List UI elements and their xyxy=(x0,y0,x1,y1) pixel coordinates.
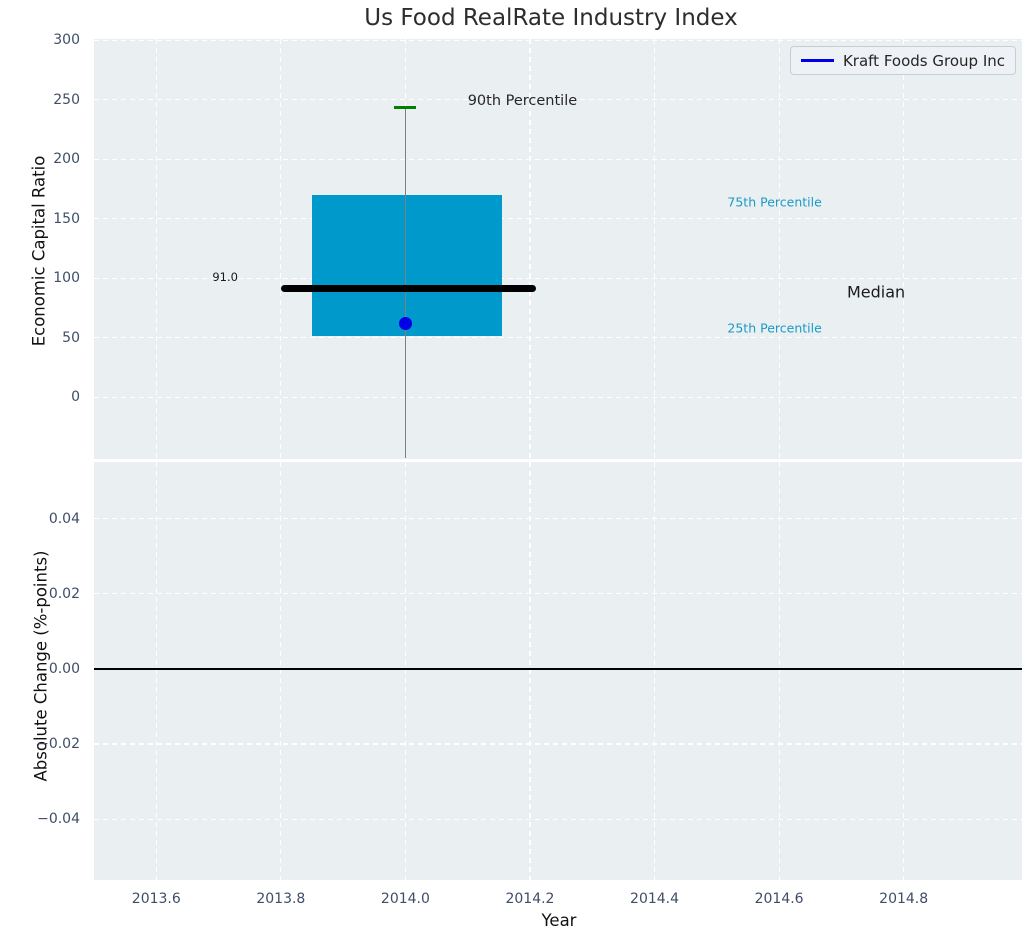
whisker-cap-90th xyxy=(394,105,417,109)
y-tick-label: −0.04 xyxy=(37,811,80,828)
whisker-line xyxy=(404,107,407,458)
top-axes: Kraft Foods Group Inc 90th Percentile 75t… xyxy=(94,39,1022,459)
annotation-91-0: 91.0 xyxy=(212,269,238,284)
gridline-h xyxy=(94,518,1022,520)
zero-line xyxy=(94,668,1022,670)
y-tick-label: 0.04 xyxy=(48,510,80,527)
y-tick-label: 200 xyxy=(53,151,80,168)
gridline-v xyxy=(404,462,406,880)
kraft-foods-marker xyxy=(398,316,412,330)
gridline-v xyxy=(529,462,531,880)
legend: Kraft Foods Group Inc xyxy=(789,46,1016,75)
gridline-h xyxy=(94,277,1022,279)
y-tick-label: 150 xyxy=(53,210,80,227)
gridline-v xyxy=(903,39,905,459)
box-rect xyxy=(311,194,502,337)
annotation-90th-percentile: 90th Percentile xyxy=(467,92,578,109)
y-tick-label: 0.00 xyxy=(48,660,80,677)
x-tick-label: 2014.4 xyxy=(630,891,680,907)
legend-label: Kraft Foods Group Inc xyxy=(842,51,1005,70)
gridline-v xyxy=(280,462,282,880)
gridline-v xyxy=(653,39,656,459)
x-tick-label: 2014.0 xyxy=(380,891,430,907)
y-tick-label: −0.02 xyxy=(37,736,80,753)
gridline-h xyxy=(94,99,1022,101)
y-tick-label: 100 xyxy=(53,270,80,287)
y-tick-label: 300 xyxy=(53,32,80,49)
gridline-h xyxy=(94,337,1022,339)
gridline-h xyxy=(94,39,1022,41)
bottom-axes xyxy=(94,462,1022,880)
x-tick-label: 2014.6 xyxy=(754,891,804,907)
gridline-h xyxy=(94,158,1022,160)
median-line xyxy=(280,285,537,293)
y-tick-label: 0 xyxy=(71,389,80,406)
annotation-75th-percentile: 75th Percentile xyxy=(727,194,822,210)
gridline-v xyxy=(155,462,157,880)
gridline-h xyxy=(94,743,1022,745)
gridline-h xyxy=(94,218,1022,220)
y-axis-label-top: Economic Capital Ratio xyxy=(29,155,49,347)
y-tick-label: 0.02 xyxy=(48,585,80,602)
gridline-v xyxy=(653,462,656,880)
gridline-v xyxy=(529,39,531,459)
gridline-h xyxy=(94,818,1022,820)
chart-title: Us Food RealRate Industry Index xyxy=(364,5,738,31)
x-axis-label: Year xyxy=(541,911,577,930)
x-tick-label: 2014.8 xyxy=(879,891,929,907)
x-tick-label: 2013.8 xyxy=(256,891,306,907)
gridline-v xyxy=(903,462,905,880)
gridline-v xyxy=(280,39,282,459)
annotation-25th-percentile: 25th Percentile xyxy=(727,320,822,336)
gridline-h xyxy=(94,396,1022,398)
gridline-v xyxy=(155,39,157,459)
y-tick-label: 50 xyxy=(62,329,80,346)
x-tick-label: 2013.6 xyxy=(131,891,181,907)
x-tick-label: 2014.2 xyxy=(505,891,555,907)
gridline-v xyxy=(778,462,780,880)
gridline-h xyxy=(94,593,1022,595)
gridline-v xyxy=(778,39,780,459)
y-tick-label: 250 xyxy=(53,91,80,108)
annotation-median: Median xyxy=(846,282,906,302)
legend-line-swatch xyxy=(800,59,834,62)
